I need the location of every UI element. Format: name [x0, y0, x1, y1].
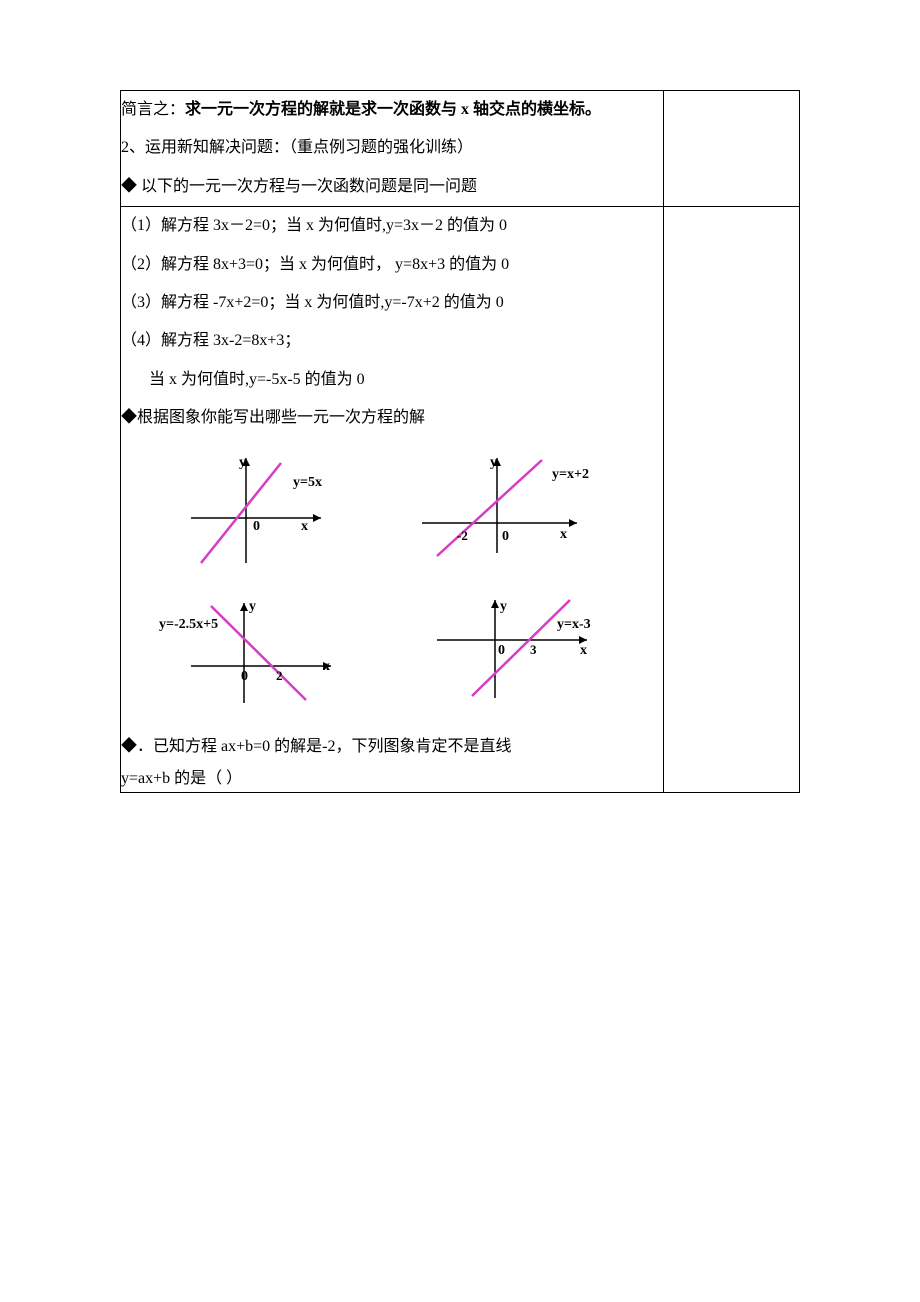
g2-y: y [490, 455, 497, 470]
g2-0: 0 [502, 529, 509, 544]
bullet-3a: ◆．已知方程 ax+b=0 的解是-2，下列图象肯定不是直线 [121, 728, 663, 766]
intro-bold: 求一元一次方程的解就是求一次函数与 x 轴交点的横坐标。 [185, 101, 601, 118]
g4-eq: y=x-3 [557, 617, 591, 632]
g4-0: 0 [498, 643, 505, 658]
g3-2: 2 [276, 668, 283, 683]
g4-y: y [500, 599, 507, 614]
graph-y-neg25x-plus-5: y x 0 2 y=-2.5x+5 [151, 588, 371, 718]
item-4b: 当 x 为何值时,y=-5x-5 的值为 0 [121, 361, 663, 399]
graph-y-x-plus-2: y x 0 -2 y=x+2 [402, 448, 622, 578]
g3-x: x [323, 659, 330, 674]
graph-y-x-minus-3: y x 0 3 y=x-3 [402, 588, 622, 718]
g3-eq: y=-2.5x+5 [159, 617, 218, 632]
cell-body: （1）解方程 3x－2=0；当 x 为何值时,y=3x－2 的值为 0 （2）解… [121, 207, 664, 792]
item-2: （2）解方程 8x+3=0；当 x 为何值时， y=8x+3 的值为 0 [121, 246, 663, 284]
g4-3: 3 [530, 642, 537, 657]
g2-x: x [560, 527, 567, 542]
g3-y: y [249, 599, 256, 614]
cell-side-1 [664, 91, 800, 207]
g1-y: y [239, 455, 246, 470]
row-2: （1）解方程 3x－2=0；当 x 为何值时,y=3x－2 的值为 0 （2）解… [121, 207, 800, 792]
graph-svg-2: y x 0 -2 y=x+2 [402, 448, 622, 578]
page: 简言之：求一元一次方程的解就是求一次函数与 x 轴交点的横坐标。 2、运用新知解… [0, 0, 920, 853]
g3-0: 0 [241, 669, 248, 684]
graph-svg-4: y x 0 3 y=x-3 [402, 588, 622, 718]
graphs-grid: y x 0 y=5x y x [121, 438, 663, 728]
item-1: （1）解方程 3x－2=0；当 x 为何值时,y=3x－2 的值为 0 [121, 207, 663, 245]
graph-svg-3: y x 0 2 y=-2.5x+5 [151, 588, 371, 718]
layout-table: 简言之：求一元一次方程的解就是求一次函数与 x 轴交点的横坐标。 2、运用新知解… [120, 90, 800, 793]
bullet-3b: y=ax+b 的是（ ） [121, 766, 663, 792]
bullet-2: ◆根据图象你能写出哪些一元一次方程的解 [121, 399, 663, 437]
item-3: （3）解方程 -7x+2=0；当 x 为何值时,y=-7x+2 的值为 0 [121, 284, 663, 322]
bullet-1: ◆ 以下的一元一次方程与一次函数问题是同一问题 [121, 168, 663, 206]
cell-side-2 [664, 207, 800, 792]
graph-svg-1: y x 0 y=5x [151, 448, 371, 578]
g1-0: 0 [253, 519, 260, 534]
g1-x: x [301, 519, 308, 534]
g2-eq: y=x+2 [552, 467, 589, 482]
row-1: 简言之：求一元一次方程的解就是求一次函数与 x 轴交点的横坐标。 2、运用新知解… [121, 91, 800, 207]
cell-intro: 简言之：求一元一次方程的解就是求一次函数与 x 轴交点的横坐标。 2、运用新知解… [121, 91, 664, 207]
intro-prefix: 简言之： [121, 101, 185, 118]
item-4: （4）解方程 3x-2=8x+3； [121, 322, 663, 360]
g4-x: x [580, 643, 587, 658]
graph-y-5x: y x 0 y=5x [151, 448, 371, 578]
section2-heading: 2、运用新知解决问题：（重点例习题的强化训练） [121, 129, 663, 167]
intro-line: 简言之：求一元一次方程的解就是求一次函数与 x 轴交点的横坐标。 [121, 91, 663, 129]
g1-eq: y=5x [293, 475, 322, 490]
g2-neg2: -2 [457, 528, 468, 543]
